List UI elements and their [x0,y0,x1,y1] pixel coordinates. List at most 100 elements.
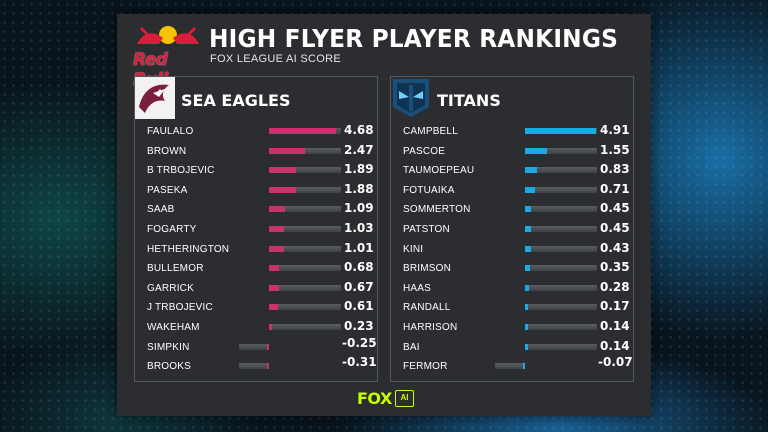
player-row: KINI 0.43 [391,241,635,259]
score-bar-track [269,265,341,272]
player-score: 1.09 [344,201,374,216]
score-bar [525,167,537,174]
page-title: HIGH FLYER PLAYER RANKINGS [209,24,619,53]
player-row: PASEKA 1.88 [135,182,379,200]
score-bar-track [525,245,597,252]
score-bar-track [239,343,269,350]
player-row: FOGARTY 1.03 [135,221,379,239]
player-score: 0.23 [344,319,374,333]
player-name: HARRISON [403,322,458,333]
player-score: 0.17 [600,299,630,314]
player-score: 0.28 [600,279,630,294]
team-panel-sea-eagles: SEA EAGLES FAULALO 4.68 BROWN 2.47 B TRBOJEV… [134,76,378,382]
player-score: 0.67 [344,279,374,294]
player-name: CAMPBELL [403,126,458,137]
player-score: -0.31 [342,355,377,370]
score-bar-track [269,304,341,311]
player-row: CAMPBELL 4.91 [391,123,635,141]
player-score: 0.43 [600,240,630,255]
player-name: GARRICK [147,282,194,294]
score-bar [269,324,273,330]
ai-badge: AI [395,390,414,407]
score-bar [269,167,297,174]
score-bar [525,284,530,291]
score-bar-track [269,128,341,134]
player-name: SIMPKIN [147,341,190,353]
player-name: FAULALO [147,126,194,137]
team-name-sea-eagles: SEA EAGLES [181,91,291,110]
player-row: B TRBOJEVIC 1.89 [135,162,379,180]
player-name: BROOKS [147,361,191,373]
score-bar [525,147,548,154]
player-row: BROWN 2.47 [135,143,379,161]
sea-eagles-logo [135,77,175,119]
score-bar [523,363,525,370]
score-bar-track [269,206,341,213]
score-bar-track [525,324,597,330]
player-score: 0.71 [600,181,630,196]
score-bar-track [525,304,597,311]
player-name: RANDALL [403,302,451,314]
player-row: SAAB 1.09 [135,201,379,219]
player-name: BROWN [147,145,187,157]
player-score: -0.25 [342,335,377,350]
fox-wordmark: FOX [357,389,392,408]
player-score: 4.68 [344,123,374,137]
score-bar-track [269,186,341,193]
score-bar-track [525,186,597,193]
player-name: PATSTON [403,224,450,235]
player-name: J TRBOJEVIC [147,302,213,314]
player-name: BAI [403,341,420,353]
player-row: HARRISON 0.14 [391,319,635,337]
player-row: BRIMSON 0.35 [391,260,635,278]
score-bar-track [269,226,341,232]
player-row: FERMOR -0.07 [391,355,635,376]
player-name: SAAB [147,204,175,216]
player-score: 0.14 [600,338,630,353]
fox-ai-logo: FOX AI [357,389,417,411]
score-bar-track [525,128,597,134]
player-row: HAAS 0.28 [391,280,635,298]
player-score: 0.45 [600,201,630,216]
player-row: FAULALO 4.68 [135,123,379,141]
player-score: -0.07 [598,355,633,370]
red-bull-icon [137,26,199,44]
score-bar [269,284,279,291]
player-row: HETHERINGTON 1.01 [135,241,379,259]
player-row: FOTUAIKA 0.71 [391,182,635,200]
score-bar [525,343,528,350]
player-row: RANDALL 0.17 [391,299,635,317]
player-row: J TRBOJEVIC 0.61 [135,299,379,317]
player-score: 1.03 [344,221,374,235]
page-subtitle: FOX LEAGUE AI SCORE [210,53,342,65]
score-bar-track [269,147,341,154]
score-bar-track [269,245,341,252]
score-bar-track [525,147,597,154]
score-bar-track [239,363,269,370]
player-name: BRIMSON [403,263,452,275]
player-name: PASEKA [147,184,188,196]
score-bar [269,128,337,134]
player-score: 4.91 [600,123,630,137]
player-score: 0.68 [344,260,374,275]
player-row: BULLEMOR 0.68 [135,260,379,278]
player-row: SIMPKIN -0.25 [135,335,379,357]
score-bar [525,324,528,330]
player-row: WAKEHAM 0.23 [135,319,379,337]
score-bar [269,304,278,311]
team-panel-titans: TITANS CAMPBELL 4.91 PASCOE 1.55 TAUMOEPEAU 0… [390,76,634,382]
player-name: BULLEMOR [147,263,204,275]
score-bar [525,128,596,134]
player-score: 2.47 [344,142,374,157]
score-bar-track [269,167,341,174]
player-score: 0.45 [600,221,630,235]
player-name: SOMMERTON [403,204,471,216]
player-row: SOMMERTON 0.45 [391,201,635,219]
score-bar [269,206,285,213]
player-name: FOGARTY [147,224,197,235]
player-name: FOTUAIKA [403,184,455,196]
score-bar [525,186,536,193]
score-bar-track [269,324,341,330]
score-bar [525,245,532,252]
score-bar [525,265,531,272]
